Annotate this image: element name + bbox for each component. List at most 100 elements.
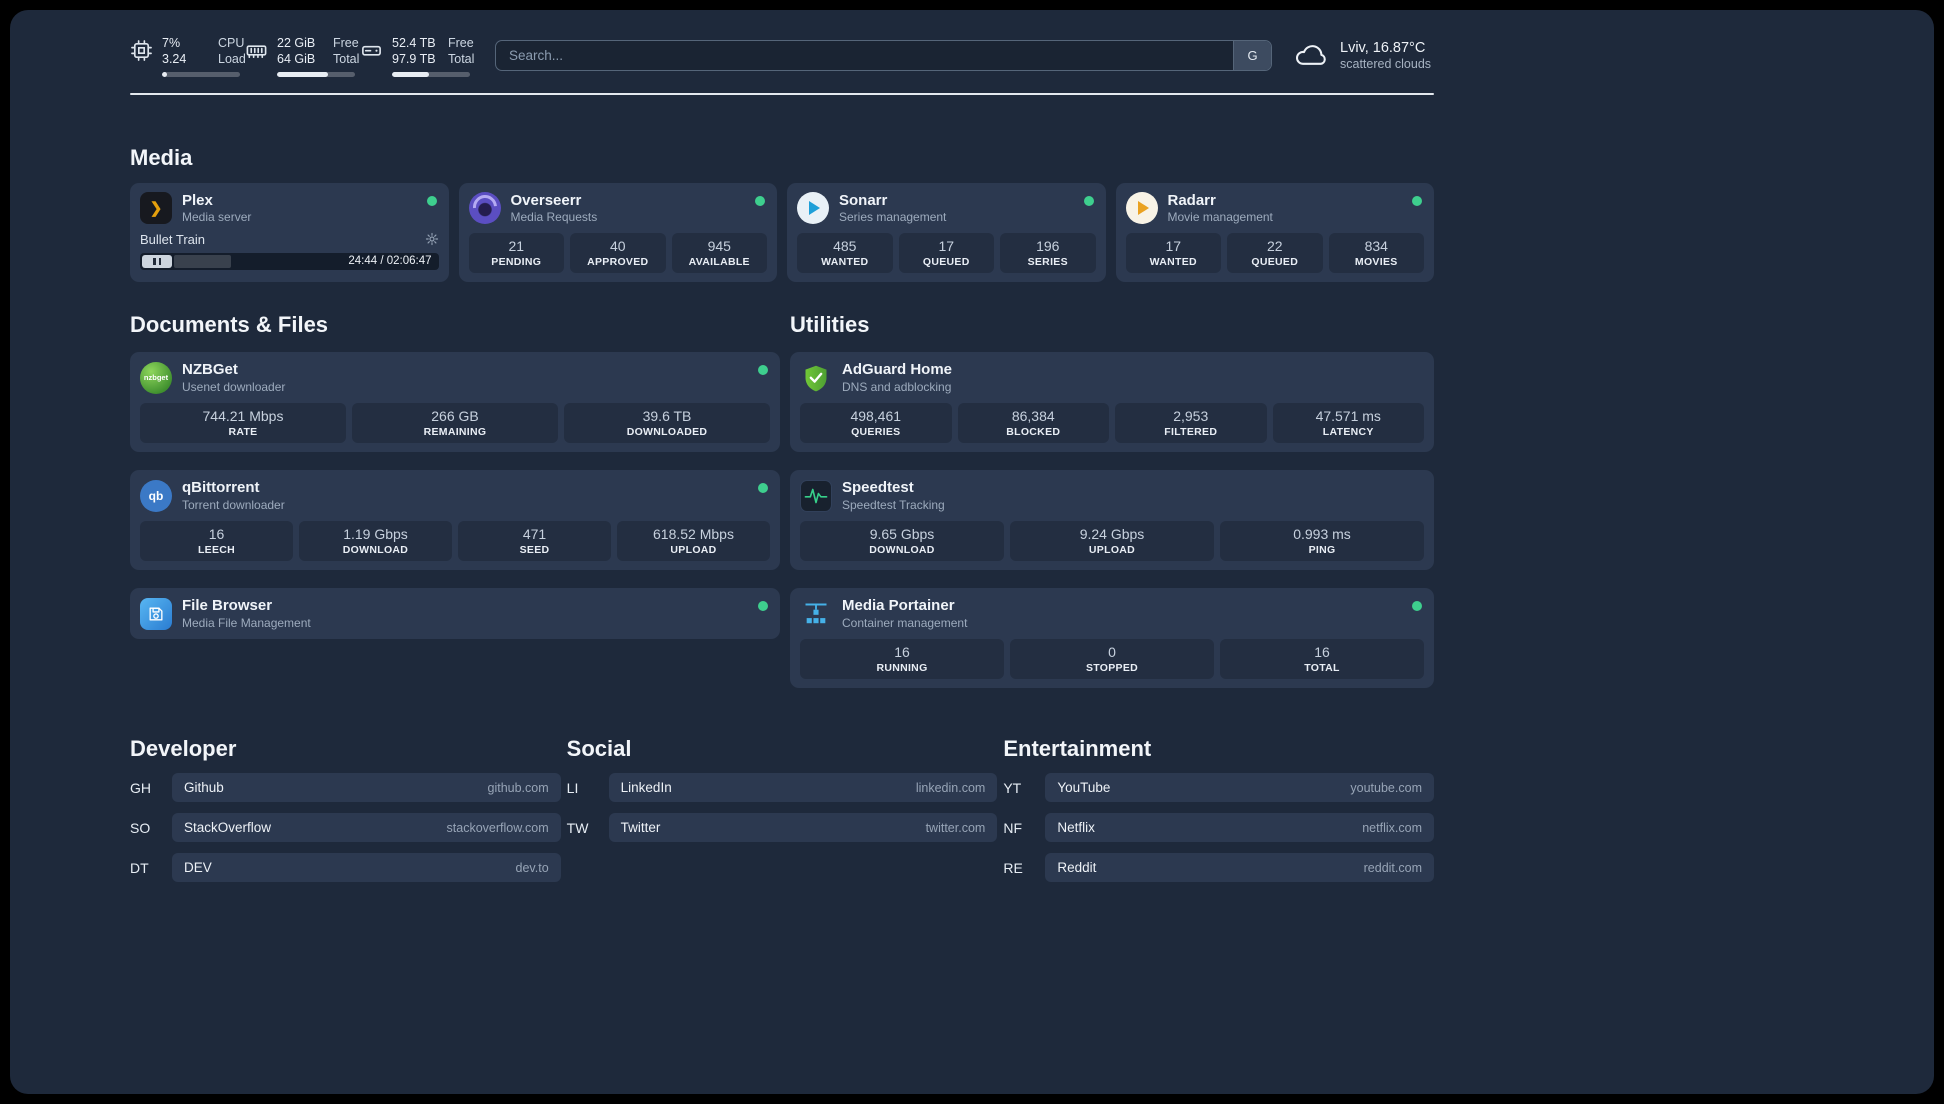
stat-upload: 9.24 Gbps UPLOAD	[1010, 520, 1214, 562]
portainer-icon	[800, 598, 832, 630]
bookmark-row: LI LinkedIn linkedin.com	[567, 773, 998, 803]
playback-progress-fill	[174, 254, 232, 268]
disk-usage-bar	[392, 71, 470, 77]
service-card-speedtest[interactable]: Speedtest Speedtest Tracking 9.65 Gbps DO…	[790, 470, 1434, 571]
service-card-sonarr[interactable]: Sonarr Series management 485 WANTED 17 QUE…	[787, 182, 1106, 283]
disk-total-label: Total	[448, 52, 475, 67]
search-provider-button[interactable]: G	[1233, 41, 1271, 71]
stat-downloaded: 39.6 TB DOWNLOADED	[564, 402, 770, 444]
bookmark-youtube[interactable]: YouTube youtube.com	[1045, 773, 1434, 803]
cloud-icon	[1296, 45, 1326, 66]
stat-blocked: 86,384 BLOCKED	[957, 402, 1109, 444]
section-title-media: Media	[130, 144, 193, 170]
service-subtitle: Torrent downloader	[182, 497, 285, 512]
stat-pending: 21 PENDING	[468, 232, 564, 274]
bookmark-row: TW Twitter twitter.com	[566, 813, 998, 843]
stat-leech: 16 LEECH	[140, 520, 293, 562]
playback-progress-bar: 24:44 / 02:06:47	[140, 252, 439, 270]
plex-icon: ❯	[140, 191, 172, 224]
bookmark-twitter[interactable]: Twitter twitter.com	[608, 813, 998, 843]
section-title-developer: Developer	[130, 736, 237, 762]
stat-latency: 47.571 ms LATENCY	[1272, 402, 1424, 444]
bookmark-abbr: RE	[1003, 859, 1023, 876]
service-card-plex[interactable]: ❯ Plex Media server Bullet Train	[130, 182, 449, 283]
dashboard-panel: 7% 3.24 CPU Load	[10, 10, 1934, 1094]
service-card-portainer[interactable]: Media Portainer Container management 16 R…	[790, 588, 1434, 689]
bookmark-dev[interactable]: DEV dev.to	[172, 853, 561, 883]
weather-location: Lviv, 16.87°C	[1340, 40, 1426, 57]
service-card-adguard[interactable]: AdGuard Home DNS and adblocking 498,461 Q…	[790, 352, 1434, 453]
cpu-icon	[131, 40, 152, 61]
service-subtitle: Speedtest Tracking	[842, 497, 945, 512]
memory-free-label: Free	[333, 36, 359, 50]
stat-wanted: 485 WANTED	[797, 232, 893, 274]
service-name: NZBGet	[182, 361, 238, 379]
service-card-nzbget[interactable]: nzbget NZBGet Usenet downloader 744.21 M…	[130, 352, 780, 453]
bookmark-netflix[interactable]: Netflix netflix.com	[1045, 813, 1434, 843]
bookmark-github[interactable]: Github github.com	[172, 773, 561, 803]
memory-total-label: Total	[333, 52, 360, 67]
resource-cpu: 7% 3.24 CPU Load	[130, 35, 246, 77]
service-card-filebrowser[interactable]: File Browser Media File Management	[130, 588, 780, 639]
now-playing-title: Bullet Train	[140, 231, 206, 247]
status-indicator	[758, 601, 768, 612]
adguard-icon	[800, 362, 832, 394]
bookmark-abbr: GH	[130, 779, 151, 796]
service-name: Plex	[182, 191, 213, 209]
weather-condition: scattered clouds	[1340, 57, 1432, 72]
stat-queued: 17 QUEUED	[898, 232, 994, 274]
bookmark-abbr: NF	[1003, 819, 1022, 836]
search-input[interactable]	[496, 41, 1233, 71]
bookmark-abbr: SO	[130, 819, 151, 836]
service-name: Speedtest	[842, 479, 914, 497]
bookmark-reddit[interactable]: Reddit reddit.com	[1045, 853, 1434, 883]
resource-disk: 52.4 TB 97.9 TB Free Total	[360, 35, 475, 77]
stat-filtered: 2,953 FILTERED	[1115, 402, 1267, 444]
stat-upload: 618.52 Mbps UPLOAD	[617, 520, 770, 562]
weather-widget: Lviv, 16.87°C scattered clouds	[1292, 40, 1434, 71]
stat-download: 9.65 Gbps DOWNLOAD	[800, 520, 1004, 562]
section-documents: Documents & Files nzbget NZBGet Usenet d…	[130, 312, 780, 639]
bookmark-group-entertainment: Entertainment YT YouTube youtube.com NF …	[1003, 736, 1434, 883]
bookmark-row: GH Github github.com	[130, 773, 561, 803]
status-indicator	[1412, 195, 1422, 206]
disk-icon	[362, 45, 381, 56]
cpu-usage-value: 7%	[162, 36, 181, 50]
stat-queries: 498,461 QUERIES	[800, 402, 952, 444]
radarr-icon	[1125, 191, 1158, 224]
stat-download: 1.19 Gbps DOWNLOAD	[299, 520, 452, 562]
gear-icon[interactable]	[425, 232, 439, 246]
service-name: Media Portainer	[842, 597, 955, 615]
header-divider	[130, 92, 1434, 95]
bookmark-abbr: TW	[566, 819, 589, 836]
sonarr-icon	[797, 191, 829, 224]
qbittorrent-icon: qb	[140, 479, 172, 512]
status-indicator	[758, 483, 768, 494]
speedtest-icon	[800, 479, 832, 512]
service-card-radarr[interactable]: Radarr Movie management 17 WANTED 22 QUEUE…	[1115, 182, 1434, 283]
resource-memory: 22 GiB 64 GiB Free Total	[245, 35, 360, 77]
cpu-label: CPU	[218, 36, 245, 50]
bookmark-linkedin[interactable]: LinkedIn linkedin.com	[608, 773, 998, 803]
memory-total-value: 64 GiB	[277, 52, 316, 67]
stat-approved: 40 APPROVED	[570, 232, 666, 274]
bookmark-row: SO StackOverflow stackoverflow.com	[130, 813, 561, 843]
bookmark-abbr: YT	[1003, 779, 1022, 796]
stat-queued: 22 QUEUED	[1227, 232, 1323, 274]
section-title-social: Social	[566, 736, 632, 762]
disk-free-label: Free	[448, 36, 474, 50]
service-subtitle: Movie management	[1167, 209, 1273, 224]
service-name: Radarr	[1167, 191, 1216, 209]
service-card-overseerr[interactable]: Overseerr Media Requests 21 PENDING 40 APP…	[458, 182, 777, 283]
bookmark-stackoverflow[interactable]: StackOverflow stackoverflow.com	[172, 813, 561, 843]
service-card-qbittorrent[interactable]: qb qBittorrent Torrent downloader 16 LEEC…	[130, 470, 780, 571]
cpu-load-value: 3.24	[162, 52, 187, 67]
service-subtitle: Series management	[839, 209, 947, 224]
disk-free-value: 52.4 TB	[392, 36, 436, 50]
section-utilities: Utilities AdGuard Home	[790, 312, 1434, 689]
disk-total-value: 97.9 TB	[392, 52, 436, 67]
bookmark-group-social: Social LI LinkedIn linkedin.com TW Twitt…	[566, 736, 998, 843]
media-grid: ❯ Plex Media server Bullet Train	[130, 182, 1434, 283]
section-title-entertainment: Entertainment	[1003, 736, 1152, 762]
pause-button[interactable]	[142, 254, 172, 268]
